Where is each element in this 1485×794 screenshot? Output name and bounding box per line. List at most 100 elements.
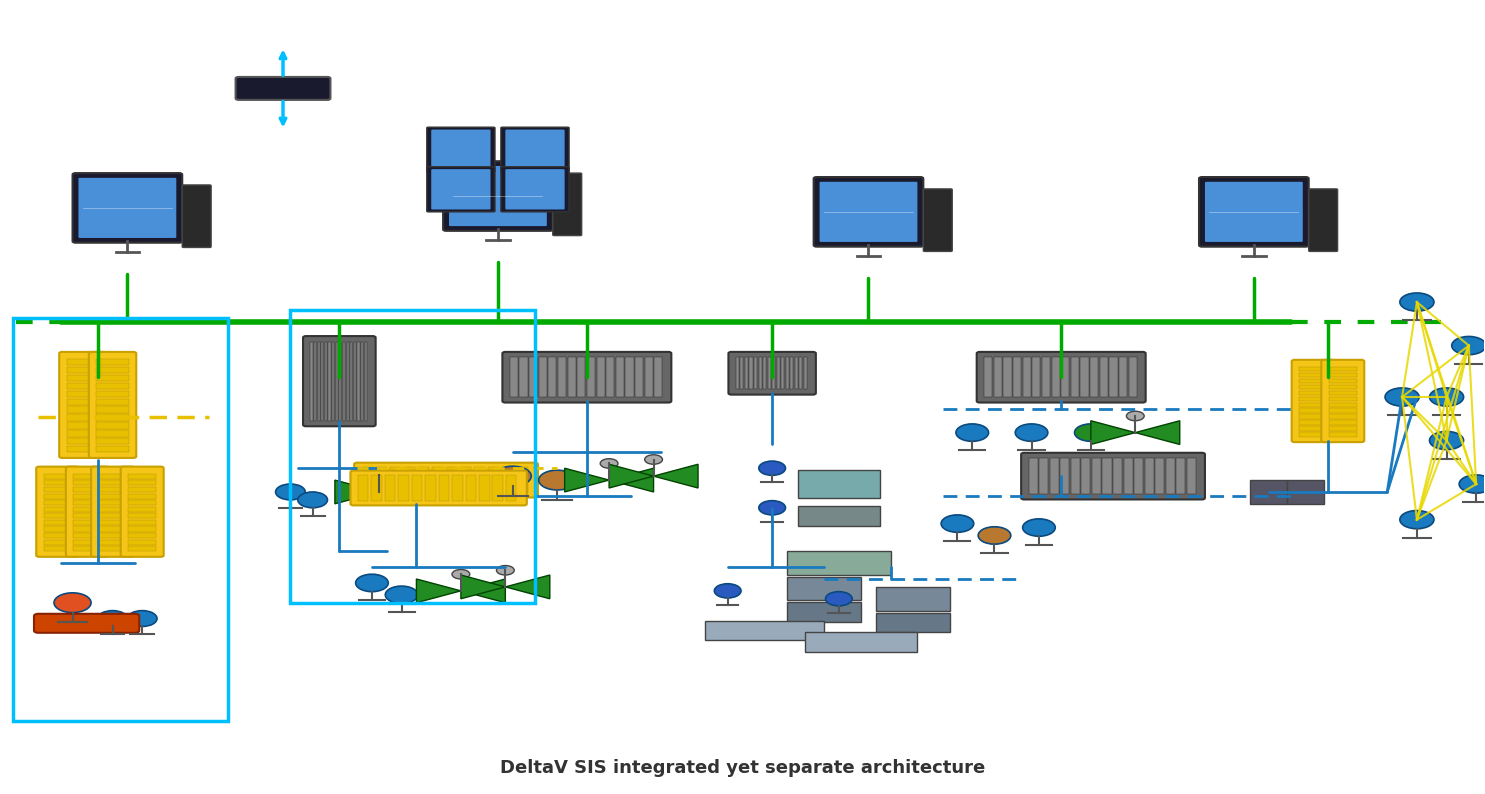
FancyBboxPatch shape — [120, 467, 163, 557]
Bar — [876, 587, 950, 611]
Bar — [655, 357, 662, 397]
Bar — [73, 507, 101, 511]
Bar — [517, 468, 527, 493]
Circle shape — [714, 584, 741, 598]
Text: DeltaV SIS integrated yet separate architecture: DeltaV SIS integrated yet separate archi… — [500, 759, 985, 777]
Bar — [328, 341, 331, 421]
Bar — [43, 487, 71, 492]
Bar — [567, 357, 576, 397]
Bar — [493, 476, 503, 501]
Bar — [43, 494, 71, 499]
FancyBboxPatch shape — [729, 352, 815, 395]
Circle shape — [759, 461, 786, 476]
Circle shape — [1400, 511, 1435, 529]
Polygon shape — [505, 575, 549, 599]
Bar — [1135, 458, 1143, 494]
Bar — [578, 357, 585, 397]
Bar — [358, 476, 368, 501]
Bar — [460, 468, 471, 493]
Bar — [128, 494, 156, 499]
FancyBboxPatch shape — [505, 169, 564, 210]
Bar — [98, 487, 126, 492]
Bar — [1176, 458, 1185, 494]
Bar — [644, 357, 653, 397]
Circle shape — [355, 574, 388, 592]
Circle shape — [1023, 518, 1056, 536]
Bar — [318, 341, 319, 421]
Bar — [389, 468, 401, 493]
Bar — [1109, 357, 1118, 397]
FancyBboxPatch shape — [36, 467, 79, 557]
Bar — [1329, 403, 1357, 407]
Bar — [128, 513, 156, 518]
Bar — [128, 487, 156, 492]
Circle shape — [53, 593, 91, 613]
Bar — [799, 357, 802, 389]
Circle shape — [98, 611, 128, 626]
Bar — [43, 474, 71, 479]
Bar — [128, 540, 156, 545]
Bar — [787, 576, 861, 600]
FancyBboxPatch shape — [73, 173, 183, 243]
Bar — [446, 468, 457, 493]
Bar — [1299, 373, 1328, 377]
Bar — [529, 357, 538, 397]
Bar — [1100, 357, 1108, 397]
Bar — [98, 526, 126, 531]
Bar — [73, 513, 101, 518]
Bar — [1299, 426, 1328, 430]
Circle shape — [276, 484, 306, 500]
Bar — [466, 476, 477, 501]
Bar — [597, 357, 604, 397]
Bar — [1299, 367, 1328, 372]
FancyBboxPatch shape — [426, 127, 495, 172]
Bar — [98, 507, 126, 511]
FancyBboxPatch shape — [500, 127, 569, 172]
FancyBboxPatch shape — [59, 352, 107, 458]
FancyBboxPatch shape — [431, 169, 490, 210]
Bar — [754, 357, 757, 389]
Bar — [636, 357, 643, 397]
Bar — [67, 422, 99, 429]
Bar — [336, 341, 339, 421]
FancyBboxPatch shape — [924, 189, 952, 252]
Bar — [43, 526, 71, 531]
Bar — [73, 494, 101, 499]
Circle shape — [759, 501, 786, 515]
Polygon shape — [416, 579, 460, 603]
Bar — [358, 341, 359, 421]
Bar — [73, 500, 101, 505]
Bar — [438, 476, 448, 501]
Bar — [73, 487, 101, 492]
Bar — [1299, 391, 1328, 395]
Bar — [1023, 357, 1031, 397]
Bar — [1329, 379, 1357, 384]
FancyBboxPatch shape — [448, 166, 546, 226]
Bar — [509, 357, 518, 397]
Bar — [759, 357, 762, 389]
Polygon shape — [1091, 421, 1136, 445]
FancyBboxPatch shape — [977, 352, 1145, 403]
Polygon shape — [653, 464, 698, 488]
Circle shape — [1386, 388, 1420, 406]
Circle shape — [496, 565, 514, 575]
Bar — [343, 341, 345, 421]
FancyBboxPatch shape — [350, 471, 527, 506]
Polygon shape — [1136, 421, 1179, 445]
Bar — [43, 533, 71, 538]
Bar — [1129, 357, 1138, 397]
Bar — [340, 341, 342, 421]
FancyBboxPatch shape — [1292, 360, 1335, 442]
Bar — [616, 357, 624, 397]
FancyBboxPatch shape — [34, 614, 140, 633]
FancyBboxPatch shape — [814, 177, 924, 247]
Bar — [777, 357, 780, 389]
Bar — [558, 357, 566, 397]
Circle shape — [1452, 337, 1485, 355]
Bar — [539, 357, 546, 397]
Bar — [128, 520, 156, 525]
Bar — [67, 391, 99, 397]
Bar — [1145, 458, 1154, 494]
FancyBboxPatch shape — [1198, 177, 1308, 247]
Bar — [128, 526, 156, 531]
